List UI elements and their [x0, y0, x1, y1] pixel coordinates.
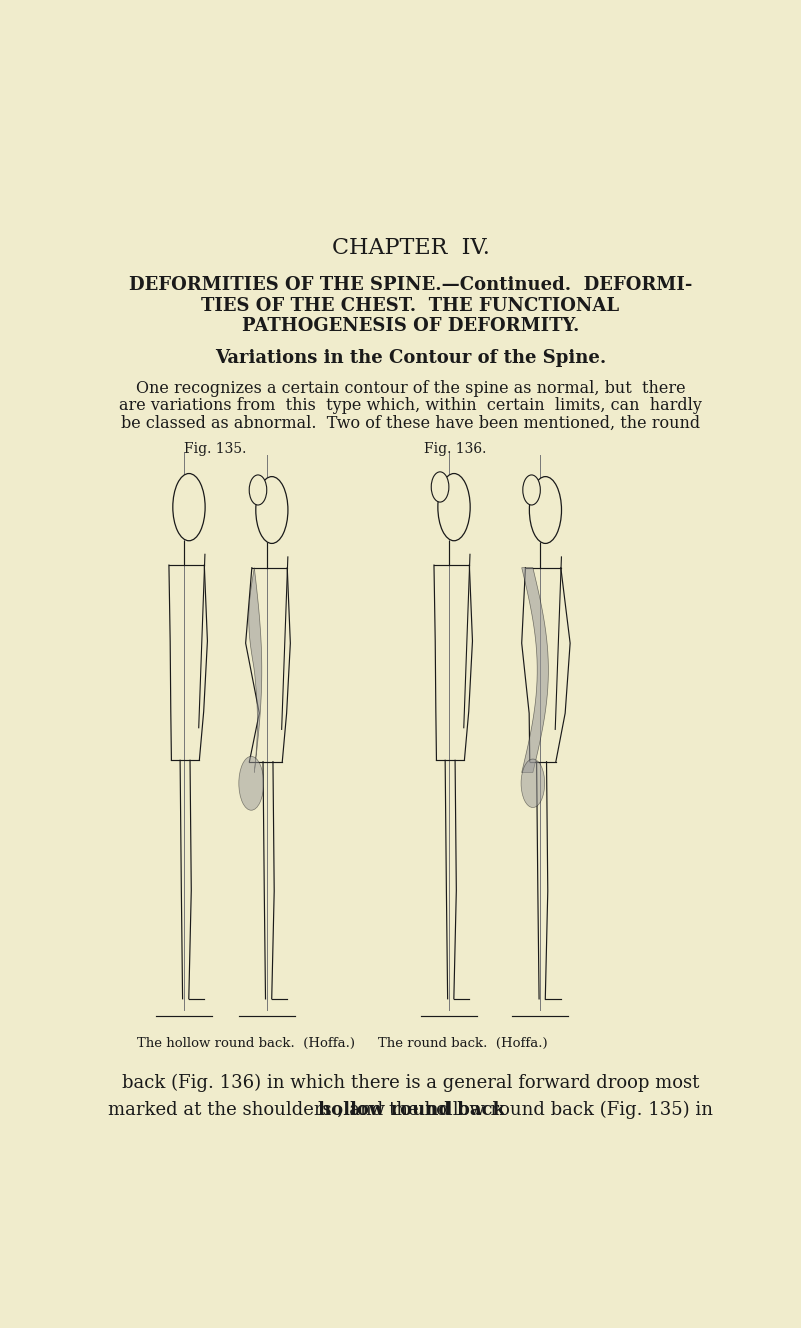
Ellipse shape — [256, 477, 288, 543]
Polygon shape — [249, 567, 262, 773]
Ellipse shape — [239, 757, 264, 810]
Text: TIES OF THE CHEST.  THE FUNCTIONAL: TIES OF THE CHEST. THE FUNCTIONAL — [201, 296, 620, 315]
Text: are variations from  this  type which, within  certain  limits, can  hardly: are variations from this type which, wit… — [119, 397, 702, 414]
Polygon shape — [521, 567, 549, 773]
Ellipse shape — [529, 477, 562, 543]
Text: Fig. 136.: Fig. 136. — [424, 442, 486, 456]
Ellipse shape — [431, 471, 449, 502]
Ellipse shape — [523, 475, 541, 505]
Text: back (Fig. 136) in which there is a general forward droop most: back (Fig. 136) in which there is a gene… — [122, 1074, 699, 1093]
Ellipse shape — [521, 760, 545, 807]
Text: marked at the shoulders ; and the hollow round back (Fig. 135) in: marked at the shoulders ; and the hollow… — [108, 1101, 713, 1118]
Text: PATHOGENESIS OF DEFORMITY.: PATHOGENESIS OF DEFORMITY. — [242, 317, 579, 336]
Text: DEFORMITIES OF THE SPINE.—Continued.  DEFORMI-: DEFORMITIES OF THE SPINE.—Continued. DEF… — [129, 276, 692, 293]
Text: be classed as abnormal.  Two of these have been mentioned, the round: be classed as abnormal. Two of these hav… — [121, 414, 700, 432]
Text: CHAPTER  IV.: CHAPTER IV. — [332, 236, 489, 259]
Ellipse shape — [438, 474, 470, 540]
Text: The hollow round back.  (Hoffa.): The hollow round back. (Hoffa.) — [137, 1037, 356, 1050]
Ellipse shape — [173, 474, 205, 540]
Text: One recognizes a certain contour of the spine as normal, but  there: One recognizes a certain contour of the … — [135, 380, 686, 397]
Text: hollow round back: hollow round back — [317, 1101, 505, 1118]
Ellipse shape — [249, 475, 267, 505]
Text: The round back.  (Hoffa.): The round back. (Hoffa.) — [377, 1037, 547, 1050]
Text: Variations in the Contour of the Spine.: Variations in the Contour of the Spine. — [215, 349, 606, 367]
Text: Fig. 135.: Fig. 135. — [183, 442, 246, 456]
